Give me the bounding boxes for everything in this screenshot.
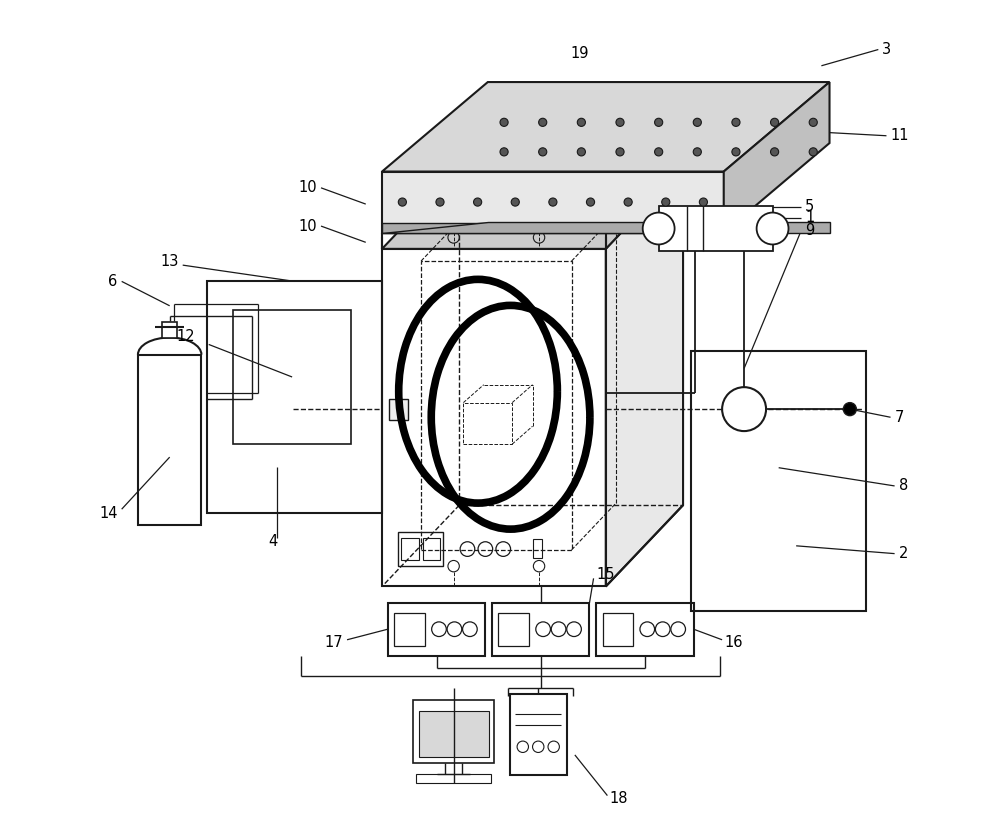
Text: 4: 4 [268,535,278,549]
Circle shape [757,213,789,244]
Circle shape [474,198,482,206]
Bar [421,261,572,550]
Text: 2: 2 [899,546,908,561]
Bar [413,699,494,763]
Circle shape [655,118,663,126]
Text: 8: 8 [899,478,908,493]
Circle shape [809,118,817,126]
Bar [416,773,491,782]
Bar [388,603,485,655]
Circle shape [643,213,675,244]
Polygon shape [382,168,683,249]
Circle shape [843,403,856,416]
Circle shape [539,118,547,126]
Bar [596,603,694,655]
Circle shape [577,148,585,156]
Text: 18: 18 [610,791,628,805]
Bar [659,205,773,251]
Bar [207,281,382,513]
Text: 17: 17 [324,635,343,650]
Text: 10: 10 [298,218,317,234]
Text: 1: 1 [805,210,814,226]
Text: 16: 16 [725,635,743,650]
Polygon shape [724,82,830,232]
Polygon shape [382,222,724,232]
Circle shape [771,148,779,156]
Polygon shape [382,82,830,171]
Circle shape [549,198,557,206]
Text: 14: 14 [99,506,118,521]
Circle shape [732,118,740,126]
Circle shape [732,148,740,156]
Text: 13: 13 [160,253,179,269]
Circle shape [500,148,508,156]
Bar [423,539,440,560]
Circle shape [809,148,817,156]
Circle shape [693,148,701,156]
Text: 3: 3 [882,42,892,57]
Text: 12: 12 [176,328,195,344]
Circle shape [655,148,663,156]
Bar [233,310,351,444]
Text: 9: 9 [805,223,814,239]
Circle shape [500,118,508,126]
Bar [419,711,489,757]
Polygon shape [606,168,683,587]
Circle shape [511,198,519,206]
Text: 6: 6 [108,274,118,289]
Circle shape [624,198,632,206]
Text: 19: 19 [570,46,588,61]
Bar [389,399,408,420]
Polygon shape [382,222,830,232]
Bar [498,613,529,646]
Bar [691,350,866,611]
Bar [603,613,633,646]
Circle shape [722,387,766,431]
Bar [162,322,177,338]
Circle shape [693,118,701,126]
Bar [401,539,419,560]
Bar [533,540,542,558]
Circle shape [662,198,670,206]
Circle shape [771,118,779,126]
Text: 7: 7 [895,410,904,425]
Circle shape [398,198,406,206]
Bar [382,249,606,587]
Text: 5: 5 [805,199,814,214]
Circle shape [436,198,444,206]
Circle shape [577,118,585,126]
Text: 15: 15 [596,566,615,582]
Polygon shape [382,171,724,232]
Bar [510,694,567,775]
Bar [492,603,589,655]
Circle shape [616,118,624,126]
Text: 11: 11 [891,128,909,143]
Circle shape [586,198,595,206]
Bar [138,355,201,526]
Bar [394,613,425,646]
Circle shape [616,148,624,156]
Text: 10: 10 [298,180,317,196]
Bar [463,403,512,444]
Bar [398,532,443,566]
Circle shape [699,198,707,206]
Circle shape [539,148,547,156]
